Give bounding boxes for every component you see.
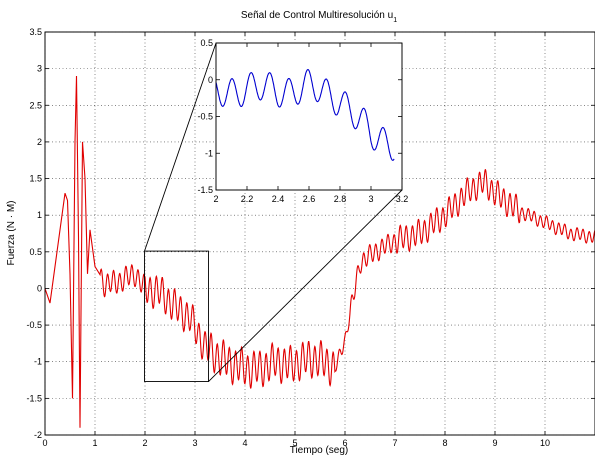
y-tick-label: 3.5 [29, 27, 42, 37]
x-tick-label: 10 [540, 438, 550, 448]
y-tick-label: -2 [34, 430, 42, 440]
y-tick-label: -0.5 [197, 112, 213, 122]
y-tick-label: 2.5 [29, 100, 42, 110]
x-tick-label: 2.6 [303, 194, 316, 204]
x-tick-label: 2.4 [272, 194, 285, 204]
x-tick-label: 2 [142, 438, 147, 448]
x-tick-label: 5 [292, 438, 297, 448]
inset-plot-area [215, 42, 403, 191]
main-axis-frame [44, 31, 595, 436]
y-tick-label: 0.5 [200, 38, 213, 48]
zoom-indicator [144, 42, 403, 382]
y-tick-label: 1.5 [29, 174, 42, 184]
inset-chart: 2 2.2 2.4 2.6 2.8 3 3.2 -1.5 -1 -0.5 0 0.5 [197, 38, 408, 204]
y-tick-label: 0.5 [29, 247, 42, 257]
zoom-connector-line [144, 42, 217, 252]
inset-axis-frame [215, 42, 403, 191]
x-tick-label: 2 [213, 194, 218, 204]
y-tick-label: 0 [208, 75, 213, 85]
y-tick-label: -1.5 [26, 393, 42, 403]
chart-title-subscript: 1 [393, 17, 397, 24]
y-tick-label: 3 [37, 64, 42, 74]
x-tick-label: 6 [342, 438, 347, 448]
x-tick-label: 3.2 [396, 194, 409, 204]
x-tick-label: 3 [368, 194, 373, 204]
inset-series-layer [215, 69, 395, 161]
y-tick-label: 2 [37, 137, 42, 147]
inset-series-line [215, 69, 395, 161]
x-tick-label: 0 [42, 438, 47, 448]
x-tick-label: 8 [442, 438, 447, 448]
main-series-layer [44, 75, 595, 428]
main-ticks: 0 1 2 3 4 5 6 7 8 9 10 -2 -1.5 -1 -0.5 0 0.5 1 1.5 2 2.5 3 3.5 [26, 27, 595, 448]
x-tick-label: 2.2 [241, 194, 254, 204]
x-tick-label: 3 [192, 438, 197, 448]
chart-title: Señal de Control Multiresolución u1 [241, 10, 397, 24]
zoom-rectangle [144, 250, 209, 382]
y-tick-label: -1.5 [197, 185, 213, 195]
y-tick-label: -0.5 [26, 320, 42, 330]
series-line [44, 75, 595, 428]
y-tick-label: 1 [37, 210, 42, 220]
y-axis-label: Fuerza (N · M) [6, 201, 17, 266]
x-axis-label: Tiempo (seg) [290, 445, 349, 456]
y-tick-label: 0 [37, 283, 42, 293]
x-tick-label: 2.8 [334, 194, 347, 204]
y-tick-label: -1 [205, 148, 213, 158]
x-tick-label: 7 [392, 438, 397, 448]
chart-title-text: Señal de Control Multiresolución u [241, 10, 393, 21]
zoom-connector-line [208, 189, 403, 382]
x-tick-label: 4 [242, 438, 247, 448]
x-tick-label: 9 [492, 438, 497, 448]
x-tick-label: 1 [92, 438, 97, 448]
y-tick-label: -1 [34, 357, 42, 367]
